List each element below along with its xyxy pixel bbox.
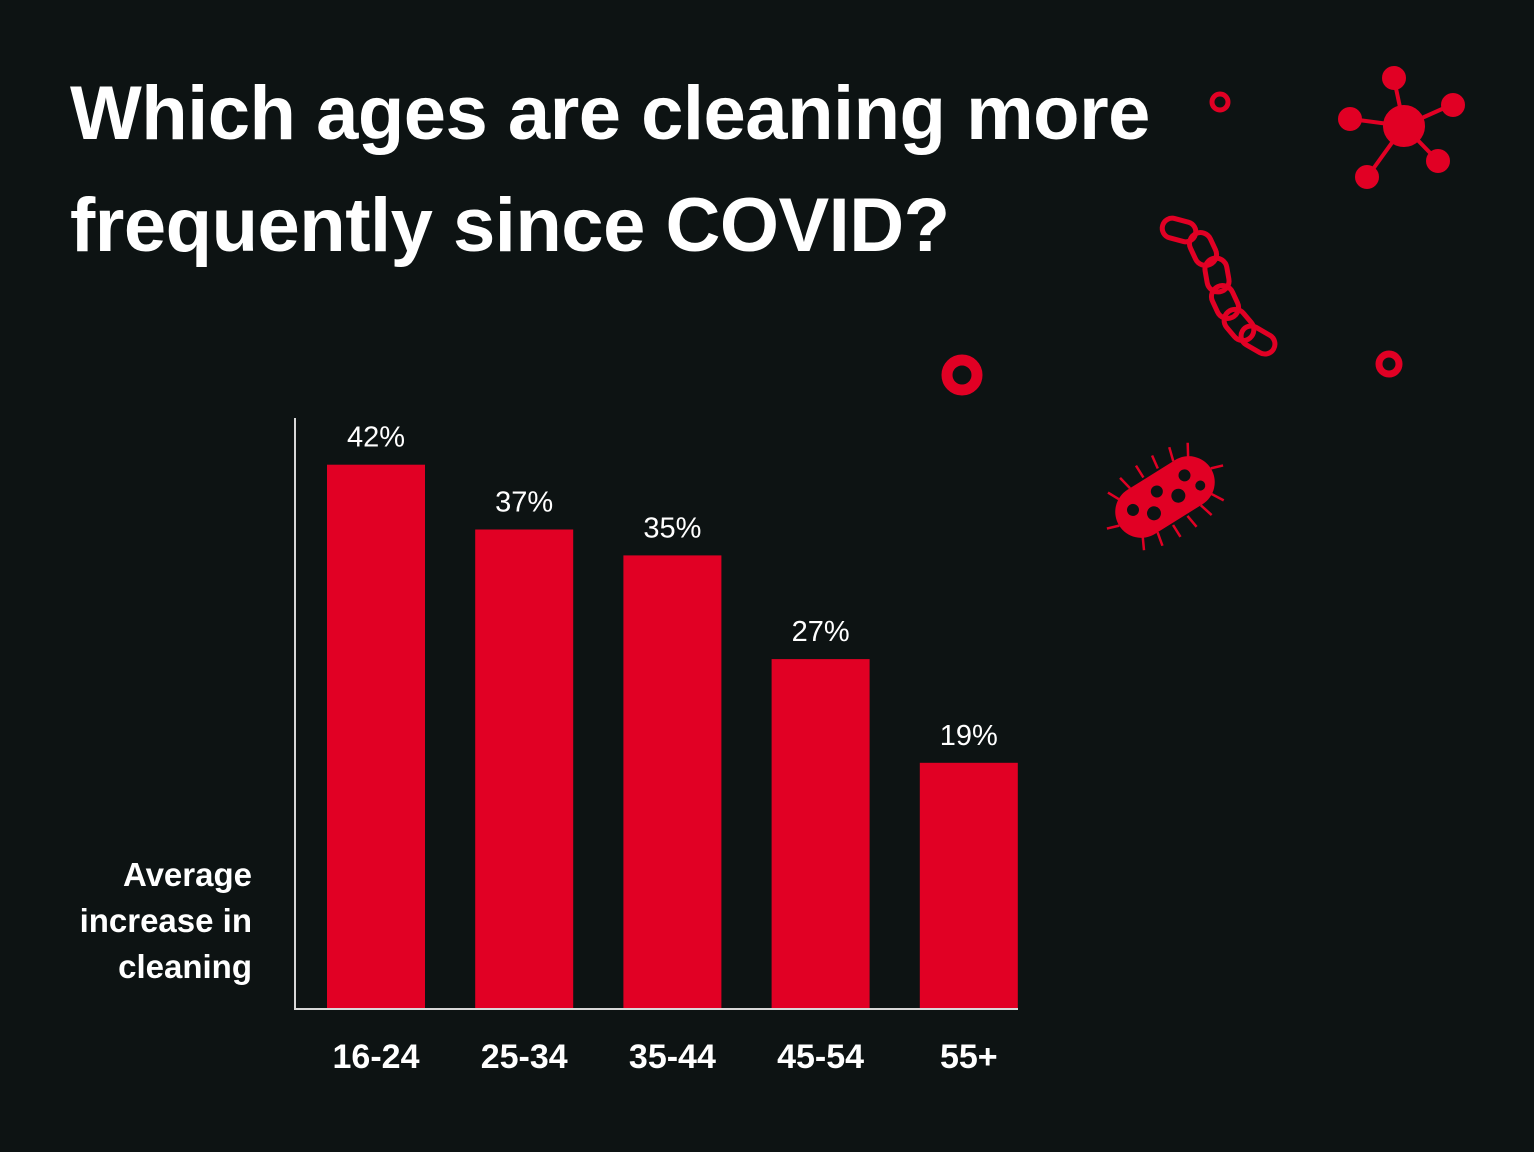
chart-title: Which ages are cleaning more frequently …	[70, 58, 1190, 282]
bar-55+	[919, 762, 1018, 1009]
y-axis-label-line: cleaning	[118, 948, 252, 985]
title-line: frequently since COVID?	[70, 183, 950, 268]
value-label: 27%	[792, 616, 850, 648]
value-label: 37%	[495, 487, 553, 519]
ring-icon	[941, 354, 983, 396]
value-label: 42%	[347, 422, 405, 454]
y-axis-label-line: increase in	[79, 902, 252, 939]
ring-icon	[1375, 350, 1403, 378]
bars-group	[327, 464, 1018, 1009]
value-label: 35%	[643, 512, 701, 544]
x-tick-label: 55+	[940, 1038, 998, 1076]
ring-icon	[1209, 91, 1231, 113]
title-line: Which ages are cleaning more	[70, 71, 1150, 156]
value-labels-group: 42% 37% 35% 27% 19%	[347, 422, 998, 752]
y-axis-label-line: Average	[122, 856, 252, 893]
bar-25-34	[475, 529, 574, 1009]
x-tick-labels-group: 16-24 25-34 35-44 45-54 55+	[333, 1038, 998, 1076]
bar-45-54	[771, 659, 870, 1009]
bar-16-24	[327, 464, 425, 1009]
x-tick-label: 45-54	[777, 1038, 864, 1076]
value-label: 19%	[940, 720, 998, 752]
x-tick-label: 25-34	[481, 1038, 568, 1076]
bar-35-44	[623, 555, 722, 1009]
x-tick-label: 16-24	[333, 1038, 420, 1076]
bacteria-chain-icon	[1159, 215, 1278, 357]
y-axis-label: Average increase in cleaning	[40, 852, 252, 990]
virus-icon	[1338, 66, 1465, 189]
x-tick-label: 35-44	[629, 1038, 716, 1076]
bacterium-icon	[1106, 442, 1225, 551]
